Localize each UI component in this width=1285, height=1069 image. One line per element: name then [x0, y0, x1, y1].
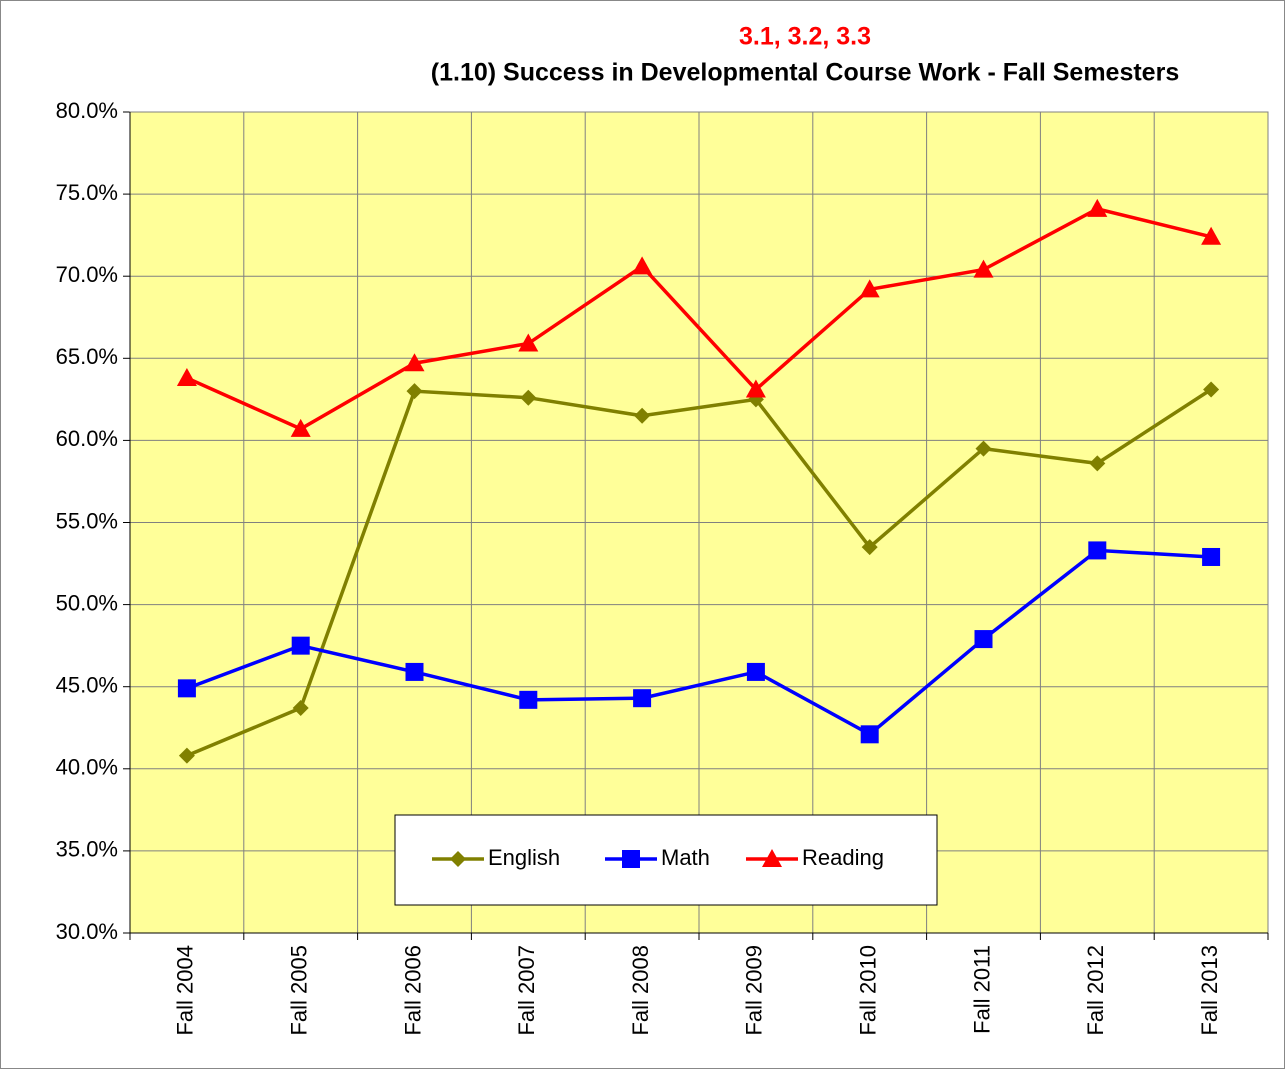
y-tick-label: 50.0% [56, 590, 118, 615]
y-tick-label: 45.0% [56, 673, 118, 698]
marker [404, 353, 425, 372]
x-tick-label: Fall 2005 [287, 945, 312, 1036]
series-line [186, 207, 1212, 431]
marker [1203, 381, 1220, 398]
marker [633, 689, 652, 708]
x-tick-label: Fall 2008 [628, 945, 653, 1036]
y-tick-label: 40.0% [56, 755, 118, 780]
x-tick-label: Fall 2012 [1083, 945, 1108, 1036]
y-tick-label: 30.0% [56, 919, 118, 944]
marker [405, 662, 424, 681]
marker [1088, 541, 1107, 560]
x-tick-label: Fall 2006 [400, 945, 425, 1036]
y-tick-label: 80.0% [56, 98, 118, 123]
legend [394, 814, 938, 906]
series-line [186, 388, 1213, 758]
marker [861, 539, 878, 556]
marker [974, 630, 993, 649]
marker [975, 440, 992, 457]
marker [178, 747, 195, 764]
marker [762, 849, 782, 867]
y-tick-label: 70.0% [56, 262, 118, 287]
marker [1201, 226, 1222, 245]
marker [860, 725, 879, 744]
x-tick-label: Fall 2007 [514, 945, 539, 1036]
marker [519, 690, 538, 709]
y-tick-label: 75.0% [56, 180, 118, 205]
x-tick-label: Fall 2011 [969, 945, 994, 1034]
marker [290, 418, 311, 437]
legend-label: Reading [802, 845, 884, 870]
marker [746, 662, 765, 681]
y-tick-label: 35.0% [56, 837, 118, 862]
marker [622, 850, 640, 868]
x-tick-label: Fall 2004 [173, 945, 198, 1036]
chart-subtitle: 3.1, 3.2, 3.3 [739, 23, 871, 51]
series-line [186, 548, 1212, 737]
marker [450, 851, 466, 867]
marker [406, 383, 423, 400]
marker [176, 368, 197, 387]
marker [745, 379, 766, 398]
y-tick-label: 60.0% [56, 426, 118, 451]
marker [1089, 455, 1106, 472]
marker [1087, 198, 1108, 217]
y-tick-label: 55.0% [56, 508, 118, 533]
legend-label: English [488, 845, 560, 870]
marker [632, 256, 653, 275]
y-tick-label: 65.0% [56, 344, 118, 369]
x-tick-label: Fall 2013 [1197, 945, 1222, 1036]
legend-label: Math [661, 845, 710, 870]
marker [1202, 547, 1221, 566]
x-tick-label: Fall 2009 [742, 945, 767, 1036]
x-tick-label: Fall 2010 [856, 945, 881, 1036]
marker [973, 259, 994, 278]
marker [291, 636, 310, 655]
marker [520, 389, 537, 406]
marker [518, 333, 539, 352]
marker [634, 407, 651, 424]
chart-title: (1.10) Success in Developmental Course W… [431, 59, 1179, 87]
marker [859, 279, 880, 298]
marker [177, 679, 196, 698]
marker [292, 700, 309, 717]
